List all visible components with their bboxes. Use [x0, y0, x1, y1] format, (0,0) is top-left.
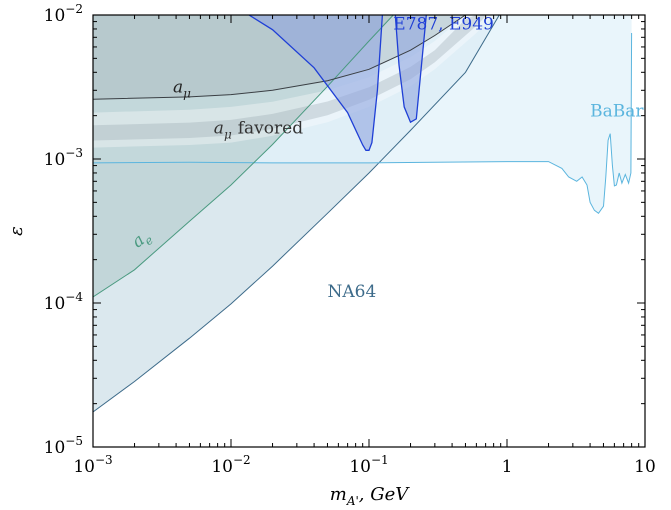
ae-curve [93, 15, 394, 298]
e787-e949-label: E787, E949 [393, 15, 494, 35]
na64-curve [93, 15, 500, 413]
axis-ticks: 10−3 10−2 10−1 1 10 10−5 10−4 10−3 10−2 [44, 2, 656, 477]
x-tick-label: 10−1 [349, 453, 388, 477]
babar-label: BaBar [590, 101, 644, 121]
amu-label-symbol: a [173, 77, 183, 97]
amu-curve [93, 15, 466, 100]
amu-favored-label-sub: μ [224, 128, 232, 142]
e949-curve [394, 15, 427, 124]
amu-favored-label-symbol: a [214, 119, 224, 139]
amu-favored-label: aμ favored [214, 119, 303, 142]
x-tick-label: 10 [634, 457, 656, 477]
e787-curve [248, 15, 384, 151]
y-tick-label: 10−2 [44, 2, 83, 26]
x-axis-title: mA', GeV [330, 484, 411, 508]
babar-curve [93, 32, 633, 215]
y-tick-label: 10−4 [44, 290, 84, 314]
amu-label-sub: μ [183, 86, 191, 100]
x-tick-label: 10−2 [211, 453, 250, 477]
e787-region [249, 15, 383, 151]
y-tick-label: 10−3 [44, 146, 83, 170]
x-tick-label: 10−3 [73, 453, 112, 477]
y-axis-title: ε [6, 226, 27, 236]
y-tick-label: 10−5 [44, 434, 83, 458]
x-tick-label: 1 [502, 457, 513, 477]
plot-regions [93, 15, 633, 413]
amu-favored-band-light [93, 15, 494, 148]
amu-favored-label-text: favored [238, 119, 303, 139]
amu-label: aμ [173, 77, 191, 100]
ae-region [93, 15, 394, 297]
na64-label: NA64 [328, 282, 377, 302]
